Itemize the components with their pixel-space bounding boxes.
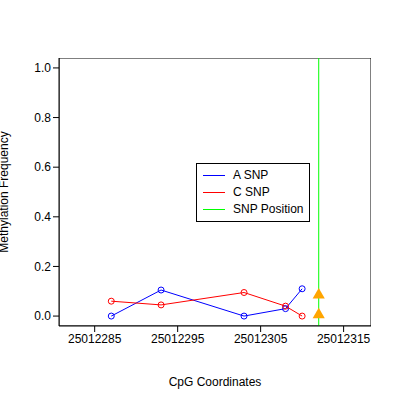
html-text:C SNP: C SNP: [233, 185, 270, 199]
svg-text:0.2: 0.2: [34, 260, 51, 274]
svg-text:CpG Coordinates: CpG Coordinates: [169, 375, 262, 389]
svg-text:0.0: 0.0: [34, 309, 51, 323]
svg-text:Methylation Frequency: Methylation Frequency: [8, 131, 11, 252]
html-text:SNP Position: SNP Position: [233, 202, 304, 216]
svg-text:25012305: 25012305: [234, 332, 288, 346]
svg-text:25012285: 25012285: [68, 332, 122, 346]
svg-text:0.6: 0.6: [34, 160, 51, 174]
html-text:A SNP: A SNP: [233, 168, 269, 182]
svg-text:25012315: 25012315: [317, 332, 371, 346]
svg-text:0.8: 0.8: [34, 111, 51, 125]
svg-text:25012295: 25012295: [151, 332, 205, 346]
svg-text:1.0: 1.0: [34, 61, 51, 75]
svg-text:0.4: 0.4: [34, 210, 51, 224]
